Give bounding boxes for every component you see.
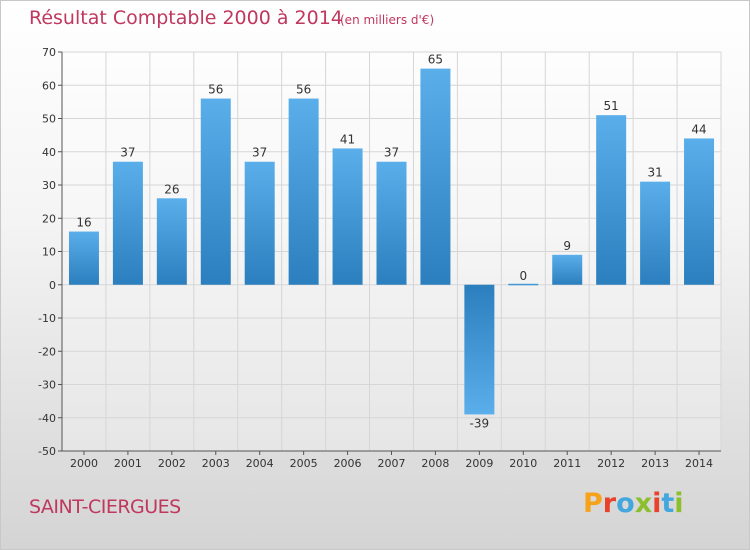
bar-2001 xyxy=(112,161,143,285)
x-tick-label-2006: 2006 xyxy=(334,457,362,470)
y-tick-label: -10 xyxy=(38,312,56,325)
logo-letter: t xyxy=(661,488,675,519)
x-tick-label-2010: 2010 xyxy=(509,457,537,470)
bar-2012 xyxy=(596,115,627,285)
bar-2002 xyxy=(156,198,187,285)
logo-letter: i xyxy=(652,488,662,519)
logo-letter: x xyxy=(634,488,653,519)
data-label-2010: 0 xyxy=(519,269,527,283)
y-tick-label: 50 xyxy=(42,113,56,126)
x-tick-label-2008: 2008 xyxy=(421,457,449,470)
x-tick-label-2000: 2000 xyxy=(70,457,98,470)
x-tick-label-2004: 2004 xyxy=(246,457,274,470)
x-tick-label-2002: 2002 xyxy=(158,457,186,470)
y-tick-label: 60 xyxy=(42,79,56,92)
x-tick-label-2014: 2014 xyxy=(685,457,713,470)
bar-2013 xyxy=(640,181,671,285)
proxiti-logo: Proxiti xyxy=(583,488,684,519)
x-tick-label-2013: 2013 xyxy=(641,457,669,470)
data-label-2002: 26 xyxy=(164,182,179,196)
y-tick-label: -30 xyxy=(38,379,56,392)
bar-2006 xyxy=(332,148,363,285)
data-label-2013: 31 xyxy=(647,166,662,180)
x-tick-label-2012: 2012 xyxy=(597,457,625,470)
bar-2007 xyxy=(376,161,407,285)
bar-2008 xyxy=(420,68,451,285)
data-label-2007: 37 xyxy=(384,146,399,160)
chart-subtitle: (en milliers d'€) xyxy=(340,13,435,27)
y-tick-label: -50 xyxy=(38,445,56,458)
logo-letter: o xyxy=(616,488,635,519)
data-label-2004: 37 xyxy=(252,146,267,160)
data-label-2006: 41 xyxy=(340,132,355,146)
commune-name: SAINT-CIERGUES xyxy=(29,496,181,518)
data-label-2012: 51 xyxy=(604,99,619,113)
bar-2010 xyxy=(508,283,539,286)
bar-2009 xyxy=(464,284,495,415)
data-label-2000: 16 xyxy=(76,216,91,230)
x-tick-label-2001: 2001 xyxy=(114,457,142,470)
x-tick-label-2009: 2009 xyxy=(465,457,493,470)
data-label-2009: -39 xyxy=(470,416,490,430)
bar-2014 xyxy=(684,138,715,285)
data-label-2001: 37 xyxy=(120,146,135,160)
data-label-2008: 65 xyxy=(428,53,443,67)
data-label-2005: 56 xyxy=(296,83,311,97)
bar-2004 xyxy=(244,161,275,285)
data-label-2014: 44 xyxy=(691,122,706,136)
y-tick-label: 30 xyxy=(42,179,56,192)
logo-letter: r xyxy=(602,488,617,519)
data-label-2003: 56 xyxy=(208,83,223,97)
logo-letter: P xyxy=(583,488,603,519)
y-tick-label: 10 xyxy=(42,246,56,259)
x-tick-label-2005: 2005 xyxy=(290,457,318,470)
x-tick-label-2011: 2011 xyxy=(553,457,581,470)
y-tick-label: 40 xyxy=(42,146,56,159)
y-tick-label: -40 xyxy=(38,412,56,425)
logo-letter: i xyxy=(674,488,684,519)
x-tick-label-2003: 2003 xyxy=(202,457,230,470)
bar-2005 xyxy=(288,98,319,285)
data-label-2011: 9 xyxy=(563,239,571,253)
chart-title: Résultat Comptable 2000 à 2014 xyxy=(29,7,343,29)
y-tick-label: 20 xyxy=(42,212,56,225)
bar-2000 xyxy=(68,231,99,285)
bar-2011 xyxy=(552,254,583,285)
x-tick-label-2007: 2007 xyxy=(378,457,406,470)
bar-2003 xyxy=(200,98,231,285)
y-tick-label: 0 xyxy=(49,279,56,292)
y-tick-label: 70 xyxy=(42,46,56,59)
y-tick-label: -20 xyxy=(38,345,56,358)
